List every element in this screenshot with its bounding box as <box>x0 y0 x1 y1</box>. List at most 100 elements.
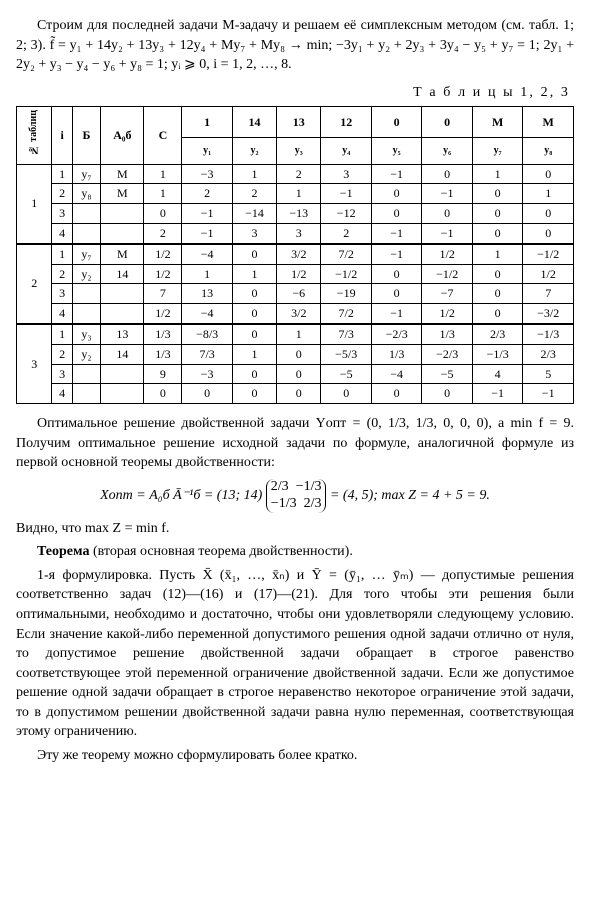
table-cell <box>101 284 144 304</box>
table-cell: y₃ <box>72 324 100 344</box>
col-no: № таблиц <box>27 108 41 157</box>
table-cell: 1 <box>472 164 522 184</box>
table-cell: 3/2 <box>277 304 321 324</box>
table-cell: 3 <box>52 364 72 384</box>
table-cell: 0 <box>371 284 421 304</box>
table-cell: 3 <box>232 223 276 243</box>
var-4: y₄ <box>321 138 371 164</box>
table-cell: 1 <box>472 244 522 264</box>
table-cell: 0 <box>472 264 522 284</box>
var-8: y₈ <box>523 138 574 164</box>
table-cell: 2 <box>321 223 371 243</box>
table-cell: 0 <box>277 384 321 404</box>
table-cell: −19 <box>321 284 371 304</box>
table-cell: −1/3 <box>523 324 574 344</box>
table-cell: 4 <box>52 384 72 404</box>
table-cell: −1 <box>371 223 421 243</box>
table-row: 42−1332−1−100 <box>17 223 574 243</box>
table-cell: y₂ <box>72 264 100 284</box>
table-cell: 7 <box>144 284 182 304</box>
table-cell: 13 <box>182 284 232 304</box>
table-cell: 0 <box>144 204 182 224</box>
table-cell: 0 <box>321 384 371 404</box>
equation-xopt: Xопт = A₀б Ā⁻¹б = (13; 14) 2/3 −1/3 −1/3… <box>16 479 574 513</box>
block-number: 2 <box>17 244 52 324</box>
table-row: 39−300−5−4−545 <box>17 364 574 384</box>
table-cell: 0 <box>232 364 276 384</box>
table-cell: 3 <box>52 204 72 224</box>
table-cell: 4 <box>472 364 522 384</box>
table-cell: 1 <box>182 264 232 284</box>
var-2: y₂ <box>232 138 276 164</box>
table-cell: 3/2 <box>277 244 321 264</box>
table-cell: 0 <box>472 304 522 324</box>
table-cell: 1/3 <box>144 344 182 364</box>
table-cell: −12 <box>321 204 371 224</box>
table-cell: 1 <box>232 344 276 364</box>
table-cell: 1/2 <box>422 244 472 264</box>
table-cell: −1 <box>523 384 574 404</box>
table-cell: 3 <box>52 284 72 304</box>
table-cell: −5 <box>422 364 472 384</box>
optimal-paragraph: Оптимальное решение двойственной задачи … <box>16 414 574 473</box>
table-cell: 0 <box>232 324 276 344</box>
table-cell: 1/2 <box>277 264 321 284</box>
table-cell: −1 <box>422 184 472 204</box>
table-cell: −1/2 <box>523 244 574 264</box>
table-cell: 2 <box>52 264 72 284</box>
table-cell: y₈ <box>72 184 100 204</box>
header-row-coef: № таблиц i Б A₀б C 1 14 13 12 0 0 M M <box>17 107 574 138</box>
block-number: 1 <box>17 164 52 244</box>
table-cell: 1/2 <box>523 264 574 284</box>
table-cell: −1 <box>182 223 232 243</box>
table-cell: M <box>101 244 144 264</box>
table-cell <box>101 364 144 384</box>
coef-8: M <box>523 107 574 138</box>
table-cell: −1 <box>321 184 371 204</box>
table-cell: 1 <box>523 184 574 204</box>
table-cell: −1 <box>472 384 522 404</box>
table-cell: 14 <box>101 344 144 364</box>
table-cell: −1 <box>371 304 421 324</box>
table-cell: 4 <box>52 223 72 243</box>
table-cell: 1/3 <box>371 344 421 364</box>
table-cell: 2/3 <box>472 324 522 344</box>
table-cell <box>72 204 100 224</box>
table-cell <box>101 223 144 243</box>
table-cell: −3 <box>182 364 232 384</box>
table-cell: 3 <box>277 223 321 243</box>
table-cell: −1 <box>371 244 421 264</box>
table-cell: 0 <box>232 304 276 324</box>
table-cell: −5 <box>321 364 371 384</box>
m21: −1/3 <box>271 496 297 511</box>
coef-6: 0 <box>422 107 472 138</box>
table-cell: 7/3 <box>321 324 371 344</box>
col-b: Б <box>72 107 100 164</box>
m22: 2/3 <box>304 496 322 511</box>
table-cell: 0 <box>472 284 522 304</box>
table-row: 2y₂141/2111/2−1/20−1/201/2 <box>17 264 574 284</box>
table-cell: 0 <box>277 344 321 364</box>
table-cell: 1 <box>277 324 321 344</box>
table-row: 2y₈M1221−10−101 <box>17 184 574 204</box>
var-1: y₁ <box>182 138 232 164</box>
table-cell: 2 <box>52 184 72 204</box>
var-7: y₇ <box>472 138 522 164</box>
table-cell: 0 <box>523 223 574 243</box>
var-3: y₃ <box>277 138 321 164</box>
theorem-heading: Теорема (вторая основная теорема двойств… <box>16 542 574 562</box>
var-6: y₆ <box>422 138 472 164</box>
table-row: 41/2−403/27/2−11/20−3/2 <box>17 304 574 324</box>
table-cell: −1 <box>182 204 232 224</box>
table-cell: 14 <box>101 264 144 284</box>
table-cell: −3 <box>182 164 232 184</box>
table-cell: −5/3 <box>321 344 371 364</box>
table-cell: −4 <box>182 304 232 324</box>
table-cell: 2 <box>144 223 182 243</box>
table-cell: −1/2 <box>321 264 371 284</box>
table-cell: 0 <box>144 384 182 404</box>
table-cell: 1/2 <box>144 304 182 324</box>
coef-2: 14 <box>232 107 276 138</box>
table-cell: 0 <box>232 244 276 264</box>
table-row: 40000000−1−1 <box>17 384 574 404</box>
